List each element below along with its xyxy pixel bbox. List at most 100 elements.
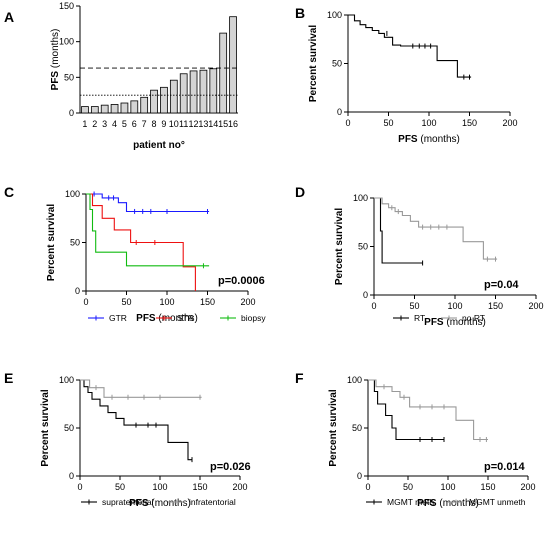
- legend-label: GTR: [109, 313, 127, 323]
- bar: [189, 70, 198, 114]
- y-tick-label: 50: [64, 423, 74, 433]
- panel-c: C 0 50 100 0 50 100 150 200 Percent survival PFS (…: [4, 184, 266, 324]
- y-tick-label: 100: [59, 37, 74, 47]
- panel-d: D 0 50 100 0 50 100 150 200 Percent survival PFS (…: [295, 184, 544, 328]
- x-tick-label: 150: [192, 482, 207, 492]
- panel-f: F 0 50 100 0 50 100 150 200 Percent survival PFS (…: [295, 370, 536, 509]
- x-tick-label: 50: [121, 297, 131, 307]
- y-tick-label: 100: [65, 189, 80, 199]
- bar: [90, 106, 99, 114]
- x-tick-label: 200: [520, 482, 535, 492]
- series-line: [374, 197, 423, 264]
- x-tick-label: 9: [161, 119, 166, 129]
- panel-label: F: [295, 370, 304, 386]
- p-value: p=0.04: [484, 279, 519, 291]
- panel-label: E: [4, 370, 13, 386]
- y-axis-label: Percent survival: [308, 25, 319, 102]
- series-line: [368, 379, 488, 441]
- y-tick-label: 50: [358, 242, 368, 252]
- bar: [110, 104, 119, 114]
- legend-label: STR: [177, 313, 194, 323]
- x-tick-label: 6: [132, 119, 137, 129]
- bar: [199, 69, 208, 114]
- series-line: [86, 193, 210, 213]
- y-tick-label: 100: [327, 10, 342, 20]
- bar: [150, 89, 158, 114]
- x-axis-label-unit: (months): [420, 134, 459, 145]
- x-axis-label-name: PFS: [129, 498, 151, 509]
- legend-label: MGMT unmeth: [469, 497, 526, 507]
- p-value: p=0.0006: [218, 275, 265, 287]
- panel-label: C: [4, 184, 14, 200]
- y-tick-label: 50: [332, 59, 342, 69]
- x-tick-label: 0: [345, 118, 350, 128]
- x-axis-label: PFS (months): [136, 313, 198, 324]
- panel-label: D: [295, 184, 305, 200]
- x-tick-label: 12: [189, 119, 199, 129]
- x-tick-label: 100: [421, 118, 436, 128]
- bar: [140, 96, 149, 114]
- x-tick-label: 150: [462, 118, 477, 128]
- x-tick-label: 200: [502, 118, 517, 128]
- x-tick-label: 150: [480, 482, 495, 492]
- x-axis-label: PFS (months): [129, 498, 191, 509]
- y-tick-label: 50: [352, 423, 362, 433]
- bar: [219, 32, 228, 114]
- x-tick-label: 200: [232, 482, 247, 492]
- x-tick-label: 150: [200, 297, 215, 307]
- y-axis-label: Percent survival: [46, 204, 57, 281]
- series-line: [348, 14, 472, 78]
- series-line: [86, 193, 210, 267]
- y-tick-label: 150: [59, 1, 74, 11]
- x-tick-label: 100: [440, 482, 455, 492]
- p-value: p=0.026: [210, 461, 251, 473]
- bar: [81, 106, 89, 114]
- x-axis-label-unit: (months): [439, 498, 478, 509]
- x-tick-label: 150: [488, 301, 503, 311]
- x-tick-label: 0: [77, 482, 82, 492]
- x-tick-label: 50: [403, 482, 413, 492]
- y-tick-label: 0: [363, 290, 368, 300]
- x-tick-label: 0: [83, 297, 88, 307]
- y-tick-label: 0: [69, 471, 74, 481]
- x-tick-label: 200: [528, 301, 543, 311]
- x-tick-label: 100: [447, 301, 462, 311]
- y-tick-label: 0: [337, 107, 342, 117]
- legend-label: supratentorial: [102, 497, 154, 507]
- bar: [130, 100, 139, 114]
- series-line: [80, 379, 192, 461]
- legend-label: RT: [414, 313, 425, 323]
- x-axis-label-name: PFS: [424, 317, 446, 328]
- x-axis-label: PFS (months): [424, 317, 486, 328]
- bar: [229, 16, 237, 114]
- x-axis-label-unit: (months): [151, 498, 190, 509]
- x-tick-label: 10: [169, 119, 179, 129]
- x-tick-label: 7: [142, 119, 147, 129]
- x-tick-label: 100: [159, 297, 174, 307]
- y-axis-label: Percent survival: [334, 208, 345, 285]
- series-line: [80, 379, 202, 398]
- x-axis-label-unit: (months): [158, 313, 197, 324]
- x-tick-label: 16: [228, 119, 238, 129]
- bar: [169, 79, 178, 114]
- x-axis-label-unit: (months): [446, 317, 485, 328]
- x-tick-label: 5: [122, 119, 127, 129]
- x-axis-label: PFS (months): [417, 498, 479, 509]
- x-tick-label: 50: [383, 118, 393, 128]
- legend-label: MGMT meth: [387, 497, 434, 507]
- x-tick-label: 11: [179, 119, 188, 129]
- x-axis-label-name: PFS: [398, 134, 420, 145]
- x-tick-label: 50: [409, 301, 419, 311]
- y-axis-label-name: PFS: [50, 68, 61, 90]
- bar: [120, 102, 129, 114]
- panel-label: A: [4, 9, 14, 25]
- panel-label: B: [295, 5, 305, 21]
- x-tick-label: 8: [152, 119, 157, 129]
- x-axis-label: PFS (months): [398, 134, 460, 145]
- series-line: [86, 193, 196, 291]
- bar: [160, 86, 168, 114]
- bar: [100, 104, 109, 114]
- p-value: p=0.014: [484, 461, 526, 473]
